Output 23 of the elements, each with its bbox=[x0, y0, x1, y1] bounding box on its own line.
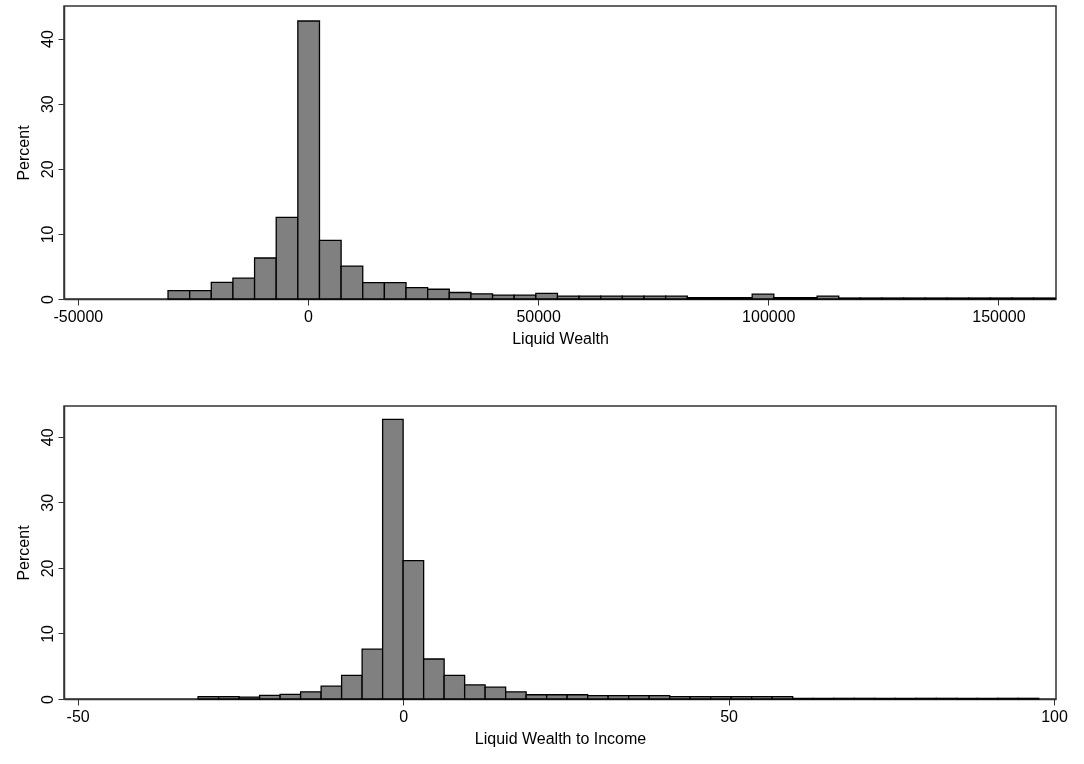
x-tick-label: -50 bbox=[66, 707, 90, 725]
x-axis-title: Liquid Wealth to Income bbox=[474, 729, 647, 747]
y-tick-label: 30 bbox=[38, 95, 56, 114]
y-tick-label: 40 bbox=[38, 428, 56, 447]
y-axis-title: Percent bbox=[14, 124, 32, 181]
x-tick-label: 150000 bbox=[972, 307, 1026, 325]
x-tick-label: 50 bbox=[720, 707, 739, 725]
x-tick-label: 100000 bbox=[742, 307, 796, 325]
x-axis-title: Liquid Wealth bbox=[512, 329, 609, 347]
y-tick-label: 20 bbox=[38, 559, 56, 578]
y-tick-label: 10 bbox=[38, 225, 56, 244]
y-tick-label: 10 bbox=[38, 624, 56, 643]
y-tick-label: 20 bbox=[38, 160, 56, 179]
y-tick-label: 0 bbox=[38, 694, 56, 704]
x-tick-label: -50000 bbox=[53, 307, 104, 325]
x-tick-label: 100 bbox=[1041, 707, 1068, 725]
y-tick-label: 0 bbox=[38, 294, 56, 304]
x-tick-label: 0 bbox=[399, 707, 409, 725]
x-tick-label: 50000 bbox=[516, 307, 561, 325]
y-tick-label: 40 bbox=[38, 30, 56, 48]
y-axis-title: Percent bbox=[14, 524, 32, 581]
y-tick-label: 30 bbox=[38, 493, 56, 512]
x-tick-label: 0 bbox=[304, 307, 314, 325]
